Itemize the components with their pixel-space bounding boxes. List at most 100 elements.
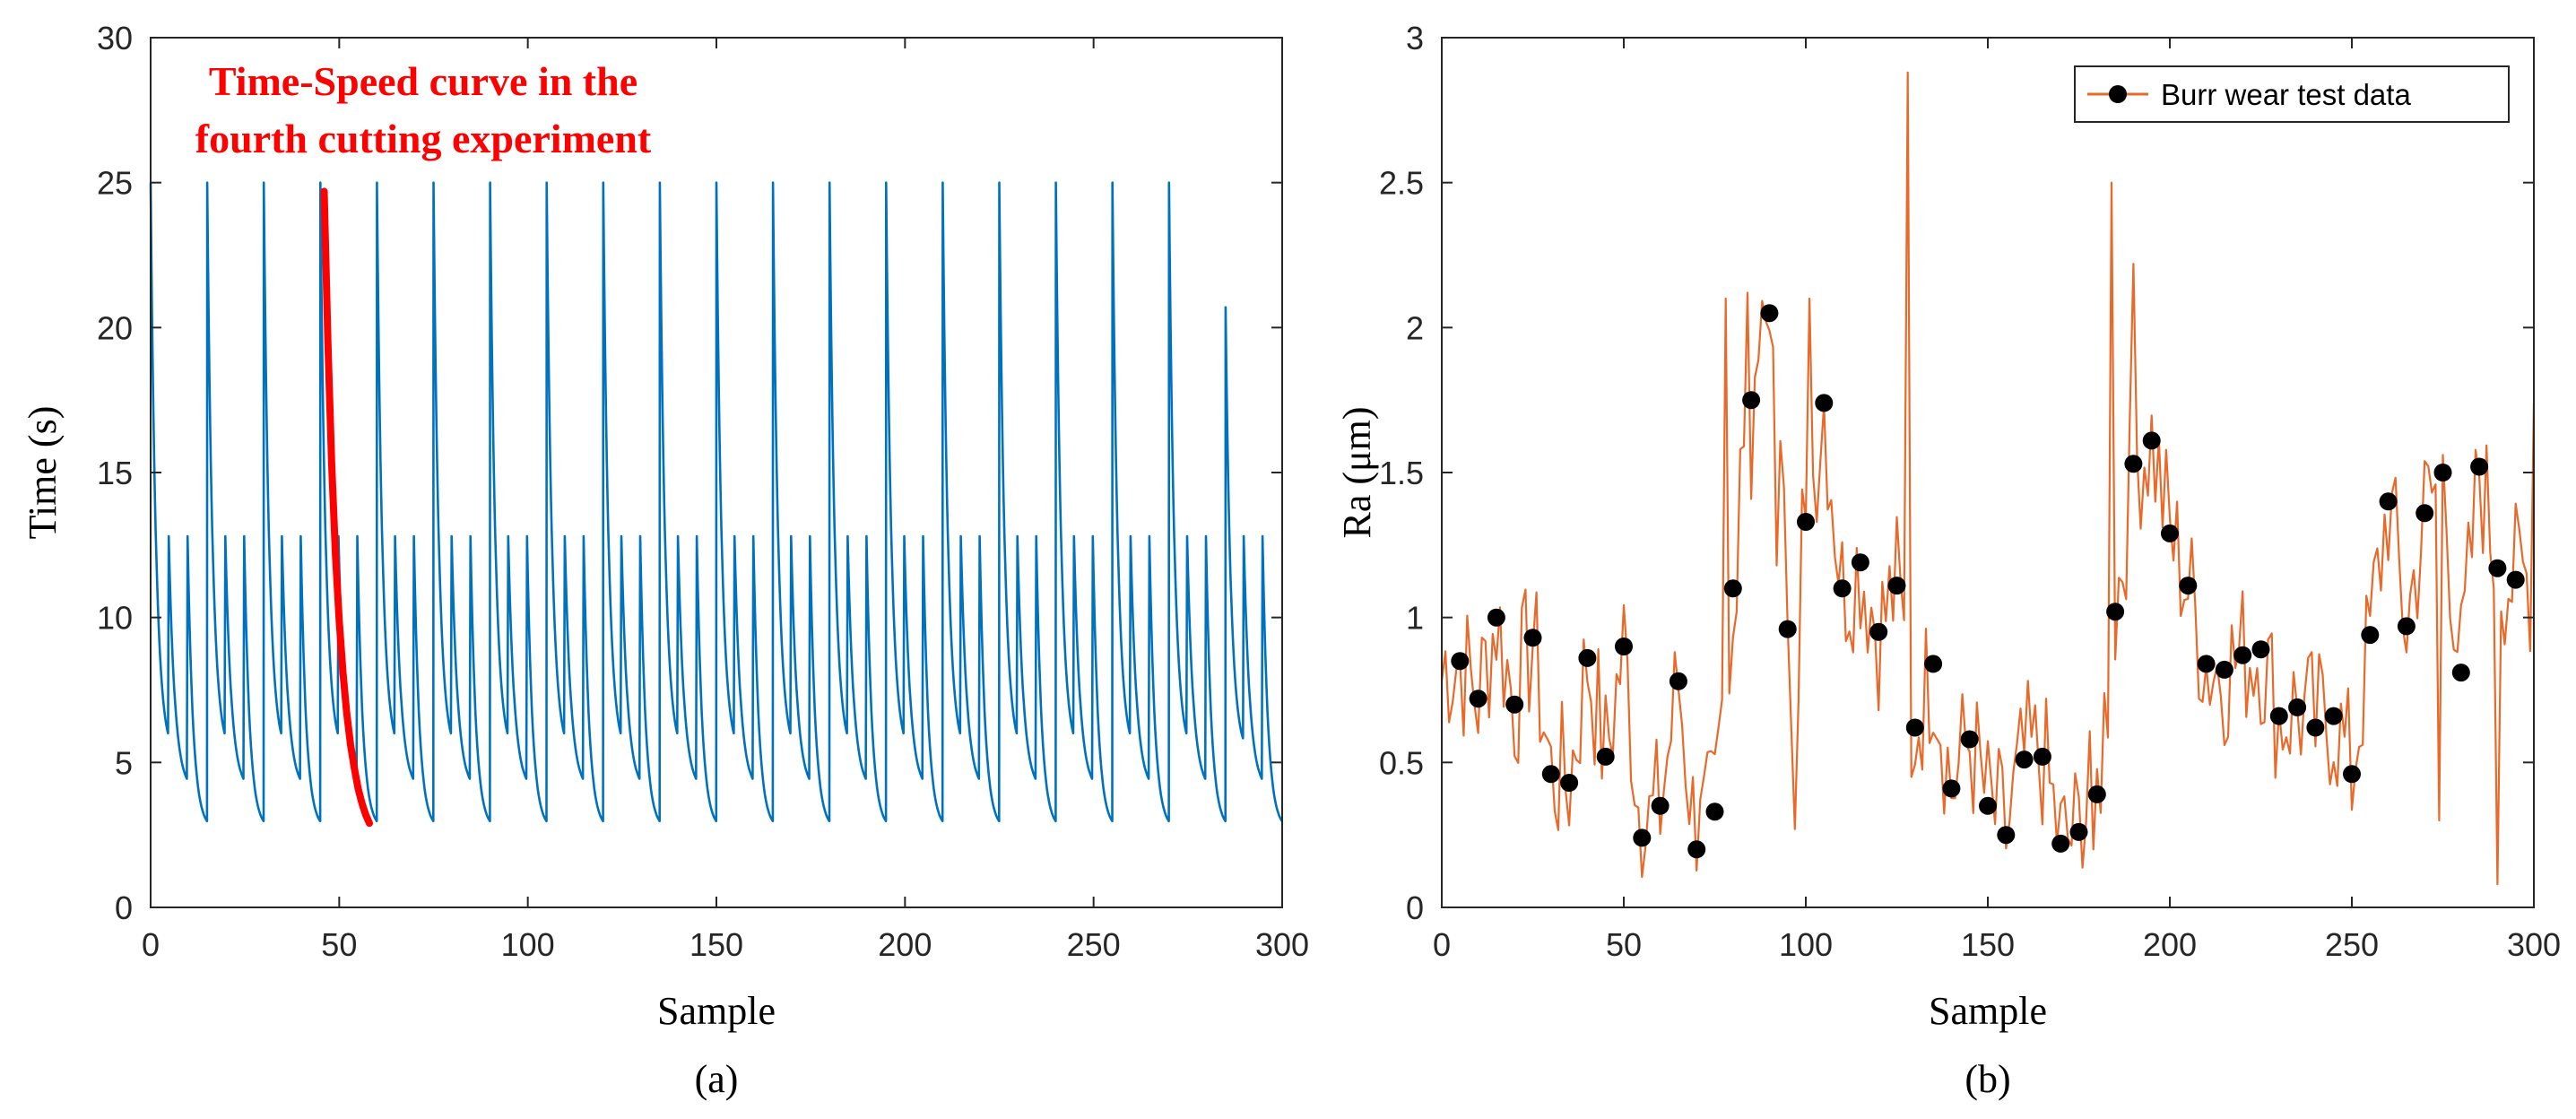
data-point-marker xyxy=(1942,779,1961,798)
y-tick-label: 3 xyxy=(1406,20,1424,56)
y-tick-label: 1.5 xyxy=(1379,455,1424,491)
y-tick-label: 5 xyxy=(115,744,133,781)
x-tick-label: 50 xyxy=(321,926,357,963)
y-tick-label: 25 xyxy=(97,165,133,202)
x-tick-label: 250 xyxy=(1067,926,1121,963)
x-tick-label: 100 xyxy=(1779,926,1833,963)
legend-label: Burr wear test data xyxy=(2161,78,2411,111)
x-tick-label: 300 xyxy=(1255,926,1309,963)
y-tick-label: 2.5 xyxy=(1379,165,1424,202)
time-series-line xyxy=(149,181,1283,823)
panel-a-ylabel: Time (s) xyxy=(21,406,65,540)
data-point-marker xyxy=(1905,718,1924,737)
data-point-marker xyxy=(1723,579,1742,598)
data-point-marker xyxy=(2306,718,2325,737)
data-point-marker xyxy=(1815,394,1834,412)
data-point-marker xyxy=(2470,457,2489,476)
x-tick-label: 150 xyxy=(690,926,743,963)
x-tick-label: 0 xyxy=(142,926,160,963)
panel-a-xlabel: Sample xyxy=(657,989,776,1033)
data-point-marker xyxy=(1541,765,1560,784)
data-point-marker xyxy=(2179,577,2198,595)
data-point-marker xyxy=(2106,603,2125,621)
data-point-marker xyxy=(2215,660,2233,679)
data-point-marker xyxy=(2233,646,2252,664)
data-point-marker xyxy=(2288,698,2307,716)
data-point-marker xyxy=(2416,504,2434,523)
data-point-marker xyxy=(1469,690,1487,708)
data-point-marker xyxy=(2506,570,2525,589)
y-tick-label: 0 xyxy=(1406,889,1424,926)
x-tick-label: 100 xyxy=(501,926,555,963)
data-point-marker xyxy=(2124,455,2143,473)
data-point-marker xyxy=(1887,577,1906,595)
data-point-marker xyxy=(1523,629,1542,647)
panel-a-caption: (a) xyxy=(695,1057,739,1101)
data-point-marker xyxy=(2433,464,2452,481)
panel-b-ylabel: Ra (μm) xyxy=(1335,407,1379,539)
data-point-marker xyxy=(2033,747,2051,766)
panel-a-series xyxy=(149,181,1283,823)
data-point-marker xyxy=(1560,774,1579,792)
data-point-marker xyxy=(1578,648,1597,667)
data-point-marker xyxy=(2343,765,2361,784)
data-point-marker xyxy=(2087,785,2106,803)
highlight-curve xyxy=(320,187,373,828)
data-point-marker xyxy=(1596,747,1615,766)
data-point-marker xyxy=(2379,492,2398,511)
data-point-marker xyxy=(1705,802,1724,821)
y-tick-label: 0.5 xyxy=(1379,744,1424,781)
data-point-marker xyxy=(1833,579,1852,598)
y-tick-label: 20 xyxy=(97,309,133,346)
data-point-marker xyxy=(1633,828,1652,847)
panel-b-markers xyxy=(1451,304,2525,859)
data-point-marker xyxy=(1797,513,1815,531)
data-point-marker xyxy=(2051,834,2070,853)
data-point-marker xyxy=(1979,796,1997,815)
data-point-marker xyxy=(1505,695,1524,714)
panel-b-xlabel: Sample xyxy=(1929,989,2047,1033)
legend-marker-swatch xyxy=(2109,85,2127,103)
data-point-marker xyxy=(2361,626,2380,645)
data-point-marker xyxy=(1651,796,1670,815)
data-point-marker xyxy=(1869,622,1888,641)
panel-b-line xyxy=(1440,71,2536,886)
panel-b: 0 50 100 150 200 250 300 0 0.5 1 1.5 2 2.5 3 Burr wea… xyxy=(1335,20,2561,1101)
data-point-marker xyxy=(1687,840,1706,859)
legend: Burr wear test data xyxy=(2074,65,2510,123)
data-point-marker xyxy=(1669,672,1687,690)
data-point-marker xyxy=(1487,608,1505,627)
x-tick-label: 150 xyxy=(1961,926,2015,963)
data-point-marker xyxy=(2324,707,2343,725)
panel-a-highlight xyxy=(320,187,373,828)
data-point-marker xyxy=(2251,640,2270,659)
panel-a: 0 50 100 150 200 250 300 0 5 10 15 20 25 30 Time-Spee… xyxy=(21,20,1309,1101)
annotation-line-1: Time-Speed curve in the xyxy=(209,58,637,104)
data-point-marker xyxy=(1960,730,1979,749)
data-point-marker xyxy=(1615,638,1633,655)
data-point-marker xyxy=(2397,617,2416,636)
ra-series-line xyxy=(1440,71,2536,886)
x-tick-label: 200 xyxy=(2143,926,2197,963)
x-tick-label: 300 xyxy=(2507,926,2561,963)
y-tick-label: 0 xyxy=(115,889,133,926)
y-tick-label: 2 xyxy=(1406,309,1424,346)
data-point-marker xyxy=(2488,559,2507,577)
data-point-marker xyxy=(1742,391,1761,410)
data-point-marker xyxy=(2269,707,2288,725)
data-point-marker xyxy=(2015,750,2034,769)
y-tick-label: 30 xyxy=(97,20,133,56)
data-point-marker xyxy=(1851,553,1869,572)
panel-b-caption: (b) xyxy=(1965,1057,2010,1101)
annotation-line-2: fourth cutting experiment xyxy=(195,116,652,161)
panel-b-ticks: 0 50 100 150 200 250 300 0 0.5 1 1.5 2 2.5 3 xyxy=(1379,20,2561,963)
data-point-marker xyxy=(2451,664,2470,682)
data-point-marker xyxy=(2161,524,2179,542)
panel-a-ticks: 0 50 100 150 200 250 300 0 5 10 15 20 25 30 xyxy=(97,20,1309,963)
y-tick-label: 10 xyxy=(97,600,133,637)
x-tick-label: 200 xyxy=(878,926,932,963)
x-tick-label: 250 xyxy=(2325,926,2379,963)
x-tick-label: 0 xyxy=(1433,926,1451,963)
y-tick-label: 15 xyxy=(97,455,133,491)
